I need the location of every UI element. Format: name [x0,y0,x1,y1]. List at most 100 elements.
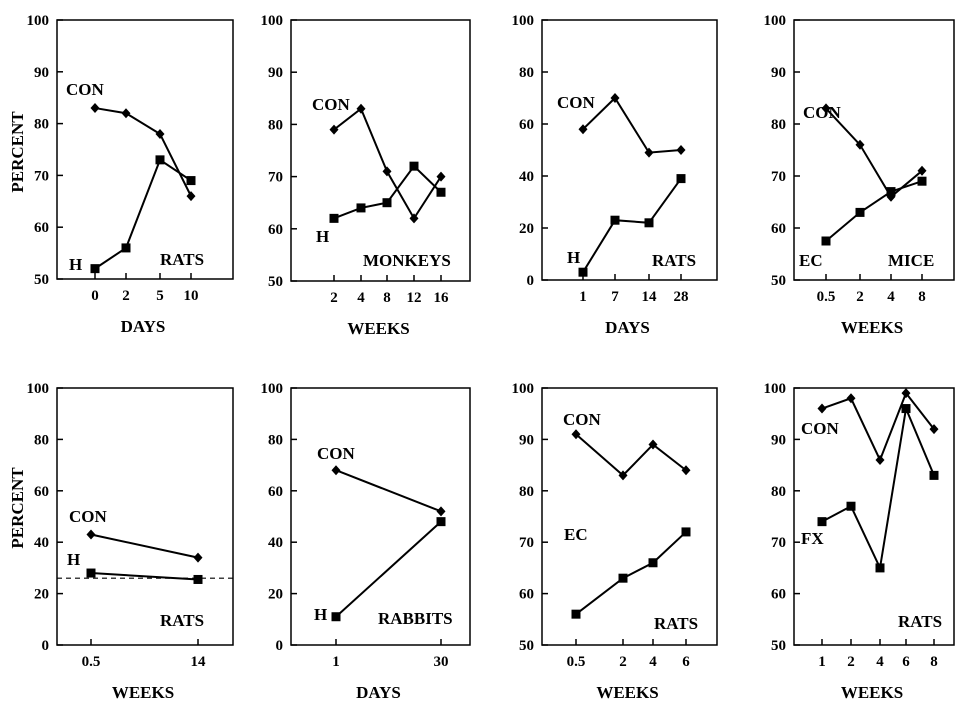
series-line-ec [825,180,923,242]
y-tick-label: 60 [268,484,283,500]
data-point-fx [901,404,911,414]
x-tick-label: 1 [579,289,587,305]
x-tick-label: 7 [611,289,619,305]
data-point-h [155,155,165,165]
series-label-ec: EC [564,525,588,544]
x-tick-label: 4 [876,654,884,670]
y-tick-label: 0 [276,638,284,654]
data-point-h [186,176,196,186]
y-tick-label: 0 [42,638,50,654]
y-tick-label: 90 [268,65,283,81]
data-point-con [610,93,620,103]
data-point-h [121,243,131,253]
data-point-h [409,161,419,171]
y-tick-label: 40 [268,535,283,551]
chart-panel-3: 0 20 40 60 80 100 1 7 14 28 DAYS CON H RATS [512,13,718,337]
data-point-con [409,213,419,224]
y-tick-label: 60 [771,221,786,237]
y-tick-label: 100 [512,381,535,397]
data-point-h [578,267,588,277]
x-tick-label: 0 [91,288,99,304]
data-point-con [644,147,654,158]
y-tick-label: 20 [34,587,49,603]
species-label: RATS [652,251,696,270]
data-point-con [90,103,100,114]
y-tick-label: 80 [34,432,49,448]
series-label-ec: EC [799,251,823,270]
series-line-con [575,433,687,477]
data-point-con [186,191,196,202]
species-label: MONKEYS [363,251,451,270]
series-line-con [94,107,192,197]
data-point-con [571,429,581,440]
data-point-con [121,108,131,119]
y-tick-label: 50 [771,273,786,289]
data-point-con [901,388,911,399]
chart-panel-1: 50 60 70 80 90 100 0 2 5 10 DAYS CON H RATS [27,13,234,336]
x-axis-label: WEEKS [841,318,903,337]
series-label-h: H [314,605,327,624]
y-tick-label: 60 [519,117,534,133]
series-label-h: H [67,550,80,569]
data-point-con [193,552,203,563]
plot-frame [541,19,718,281]
series-line-con [825,107,923,199]
plot-frame [290,19,471,282]
series-label-fx: FX [801,529,824,548]
series-line-con [90,533,199,559]
x-tick-label: 1 [332,654,340,670]
y-tick-label: 100 [27,13,50,29]
data-point-ec [886,187,896,197]
x-tick-label: 4 [357,290,365,306]
data-point-fx [875,563,885,573]
series-line-h [94,158,192,270]
series-label-h: H [69,255,82,274]
x-tick-label: 2 [847,654,855,670]
data-point-h [644,218,654,228]
y-tick-label: 100 [764,381,787,397]
series-label-con: CON [803,103,842,122]
data-point-con [436,171,446,182]
chart-panel-2: 50 60 70 80 90 100 2 4 8 12 16 WEEKS CON H MONKEYS [261,13,471,338]
data-point-h [356,203,366,213]
y-tick-label: 40 [519,169,534,185]
y-tick-label: 60 [268,222,283,238]
y-tick-label: 70 [771,535,786,551]
y-tick-label: 20 [268,587,283,603]
data-point-con [578,124,588,135]
y-tick-label: 80 [771,117,786,133]
x-axis-label: WEEKS [596,683,658,701]
series-label-con: CON [69,507,108,526]
data-point-con [618,470,628,481]
y-tick-label: 80 [268,117,283,133]
x-tick-label: 12 [407,290,422,306]
data-point-con [929,424,939,435]
data-point-con [817,403,827,414]
x-tick-label: 2 [122,288,130,304]
y-tick-label: 20 [519,221,534,237]
data-point-h [331,612,341,622]
plot-frame [56,19,234,280]
data-point-con [875,454,885,465]
data-point-h [436,517,446,527]
data-point-fx [846,501,856,511]
x-tick-label: 14 [191,654,207,670]
x-tick-label: 0.5 [567,654,586,670]
x-tick-label: 2 [619,654,627,670]
y-tick-label: 50 [519,638,534,654]
data-point-ec [571,609,581,619]
y-tick-label: 60 [519,587,534,603]
y-tick-label: 100 [764,13,787,29]
series-label-h: H [567,248,580,267]
series-line-h [335,520,442,618]
data-point-con [846,393,856,404]
series-label-con: CON [557,93,596,112]
data-point-con [917,165,927,176]
y-tick-label: 90 [771,432,786,448]
series-label-con: CON [563,410,602,429]
series-label-h: H [316,227,329,246]
x-axis-label: DAYS [356,683,401,701]
y-tick-label: 70 [771,169,786,185]
